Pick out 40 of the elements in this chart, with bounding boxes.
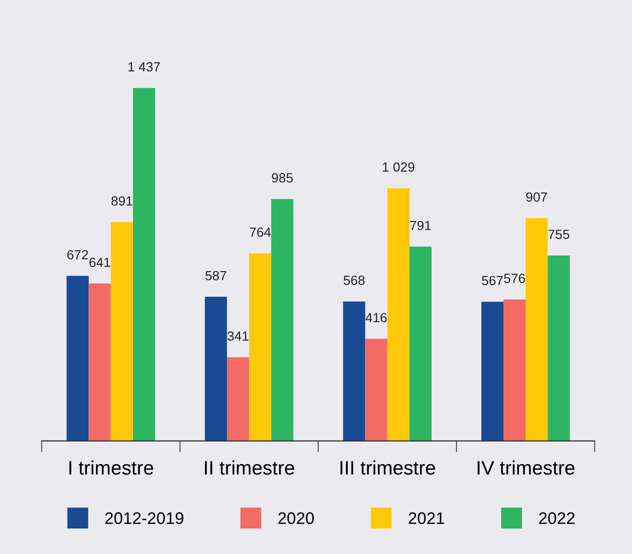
- bar: [132, 88, 156, 441]
- data-label: 755: [548, 230, 570, 240]
- data-label: 764: [250, 227, 271, 237]
- bar: [503, 299, 526, 441]
- data-label: 891: [111, 196, 132, 206]
- bar: [409, 246, 432, 441]
- data-label: 567: [482, 276, 503, 286]
- data-label: 641: [89, 258, 110, 268]
- legend-label: 2021: [408, 512, 444, 524]
- data-label: 416: [366, 312, 387, 322]
- legend-label: 2022: [539, 512, 575, 524]
- bar: [204, 296, 227, 441]
- data-label: 341: [228, 331, 248, 341]
- x-tick-label: II trimestre: [204, 460, 294, 475]
- bar: [343, 301, 366, 441]
- data-label: 1 437: [128, 62, 160, 72]
- bar: [271, 199, 294, 441]
- data-label: 907: [526, 192, 547, 202]
- bar: [88, 284, 111, 441]
- data-label: 587: [205, 270, 226, 280]
- legend-label: 2012-2019: [105, 512, 184, 524]
- bar: [66, 276, 89, 441]
- legend-label: 2020: [278, 512, 314, 524]
- bar: [249, 253, 272, 441]
- bar: [481, 302, 504, 441]
- x-tick-label: IV trimestre: [478, 460, 574, 475]
- bar: [110, 222, 133, 441]
- bar: [365, 338, 388, 441]
- data-label: 985: [272, 173, 293, 183]
- bar: [387, 188, 410, 441]
- data-label: 791: [410, 220, 431, 230]
- data-label: 672: [67, 250, 88, 260]
- data-label: 1 029: [382, 162, 414, 172]
- bar: [548, 256, 570, 441]
- bar: [526, 218, 548, 441]
- x-tick-label: I trimestre: [69, 460, 154, 475]
- data-label: 576: [504, 274, 525, 283]
- x-tick-label: III trimestre: [340, 460, 436, 475]
- bar: [226, 357, 250, 441]
- data-label: 568: [344, 276, 365, 285]
